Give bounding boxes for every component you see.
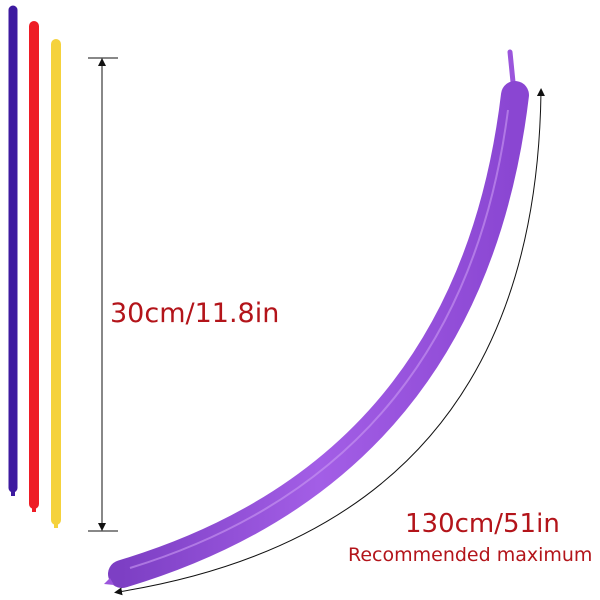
uninflated-length: 30cm/11.8in [110,298,279,329]
note: Recommended maximum [348,544,592,566]
inflated-dimension [114,88,545,596]
uninflated-dimension [88,57,118,532]
uninflated-balloons [8,5,61,528]
inflated-length: 130cm/51in [405,509,560,539]
